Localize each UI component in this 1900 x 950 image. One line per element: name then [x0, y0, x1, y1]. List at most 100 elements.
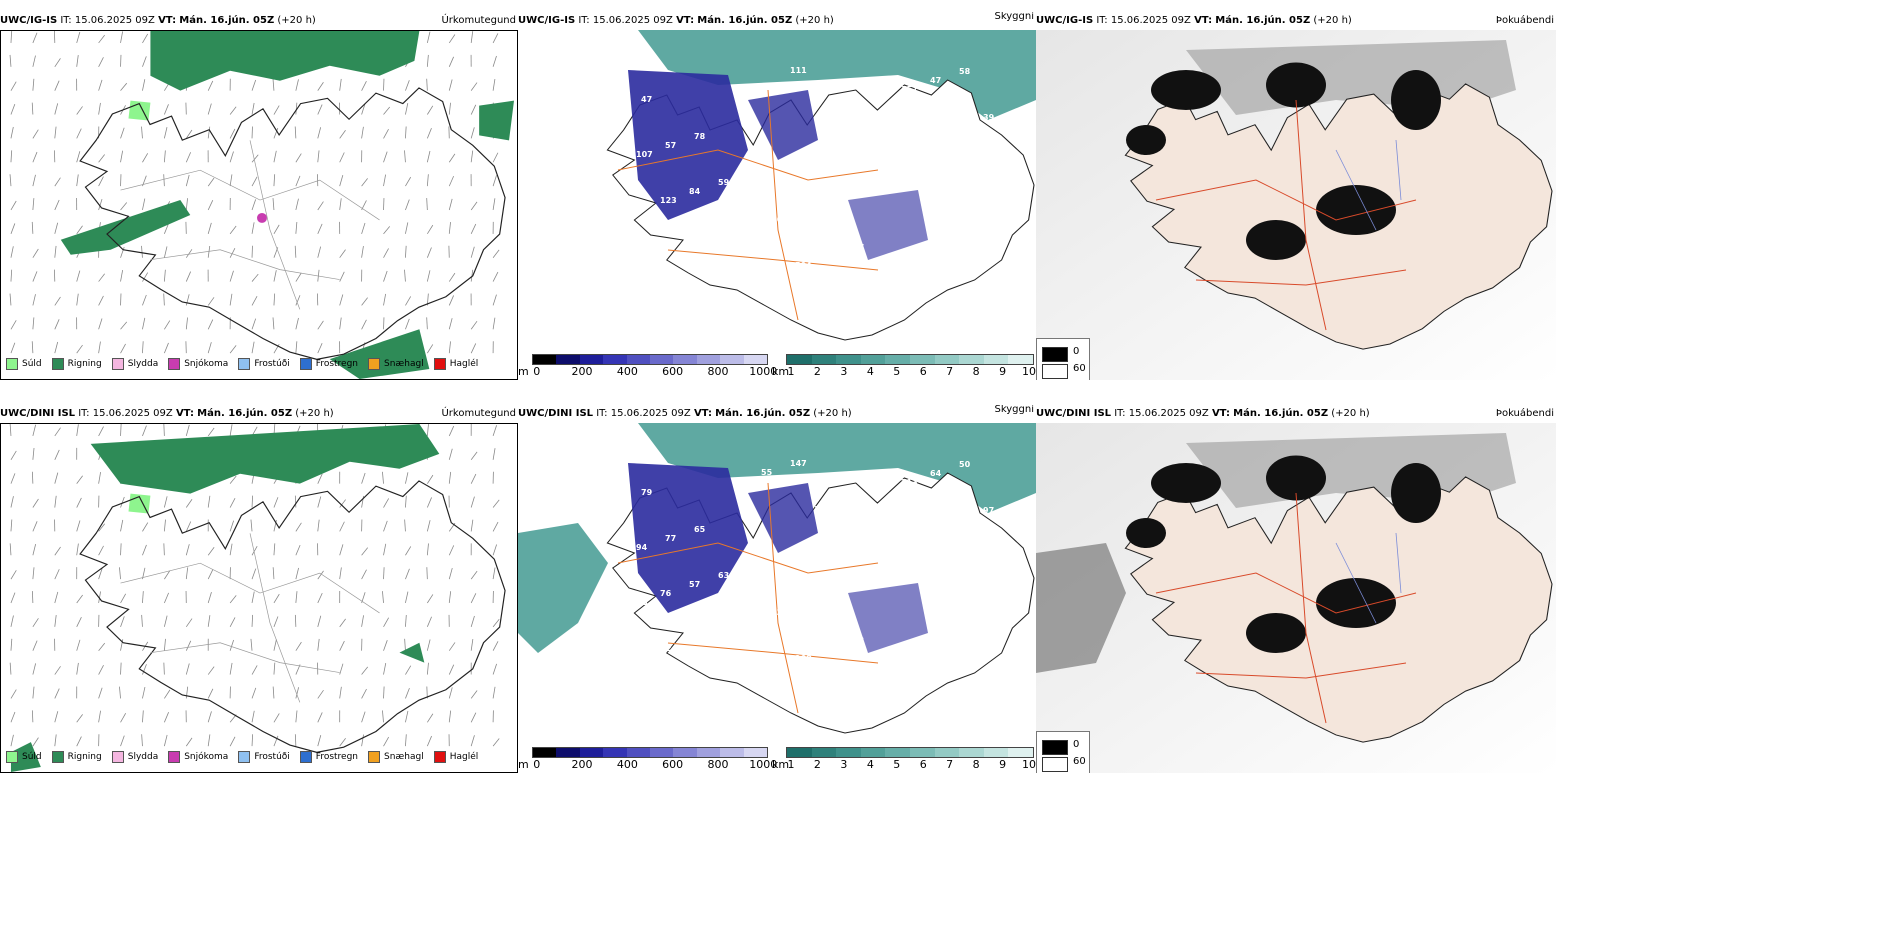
- wind-barb: [383, 226, 391, 235]
- wind-barb: [470, 269, 474, 282]
- wind-barb: [76, 344, 83, 354]
- wind-barb: [120, 543, 122, 556]
- fog-area: [1246, 220, 1306, 260]
- wind-barb: [383, 151, 388, 163]
- wind-barb: [98, 687, 103, 699]
- wind-barb: [98, 710, 101, 723]
- wind-barb: [317, 615, 322, 627]
- wind-barb: [317, 320, 324, 330]
- wind-barb: [207, 319, 214, 330]
- wind-barb: [185, 499, 193, 508]
- fog-map[interactable]: [1036, 423, 1556, 773]
- wind-barb: [142, 198, 146, 211]
- wind-barb: [32, 543, 37, 556]
- wind-barb: [120, 616, 125, 627]
- wind-barb: [76, 225, 83, 235]
- wind-barb: [251, 545, 258, 556]
- wind-barb: [250, 638, 253, 651]
- fog-legend-swatch: [1042, 347, 1068, 362]
- wind-barb: [295, 710, 298, 723]
- product-type: Skyggni: [994, 12, 1034, 22]
- wind-barb: [31, 341, 34, 354]
- cloud-map[interactable]: 66 47 78 65 46 47 47 58 114 57 59 46 86 113 47 39 107 84 8…: [518, 30, 1036, 354]
- wind-barb: [207, 177, 215, 187]
- legend-item: Snjókoma: [168, 358, 228, 370]
- precip-map[interactable]: [0, 423, 518, 773]
- wind-barb: [470, 690, 478, 699]
- wind-barb: [164, 570, 171, 580]
- wind-barb: [54, 177, 61, 187]
- wind-barb: [492, 544, 497, 556]
- product-type: Úrkomutegund: [441, 15, 516, 26]
- colorbar-bin: [983, 748, 1009, 757]
- wind-barb: [10, 320, 17, 330]
- init-time: IT: 15.06.2025 09Z: [596, 408, 691, 419]
- cloud-base-label: 47: [641, 95, 652, 104]
- wind-barb: [295, 317, 299, 330]
- wind-barb: [54, 666, 61, 675]
- colorbar-bin: [743, 748, 768, 757]
- wind-barb: [185, 129, 193, 139]
- wind-barb: [339, 544, 344, 556]
- wind-barb: [207, 711, 212, 723]
- wind-barb: [339, 499, 346, 508]
- legend-item: Rigning: [51, 358, 102, 370]
- wind-barb: [339, 640, 345, 651]
- wind-barb: [141, 614, 143, 627]
- fog-legend-label: 0: [1073, 346, 1080, 357]
- wind-barb: [98, 34, 105, 44]
- wind-barb: [470, 638, 474, 651]
- wind-barb: [54, 734, 57, 747]
- wind-barb: [273, 735, 279, 747]
- wind-barb: [119, 686, 121, 699]
- colorbar-tick: 10: [1022, 758, 1036, 771]
- wind-barb: [361, 688, 367, 699]
- wind-barb: [229, 225, 237, 235]
- wind-barb: [251, 273, 259, 282]
- precip-map[interactable]: [0, 30, 518, 380]
- coastline: [79, 87, 506, 360]
- wind-barb: [426, 543, 429, 556]
- wind-barb: [32, 55, 36, 67]
- wind-barb: [427, 713, 434, 723]
- wind-barb: [361, 80, 367, 91]
- wind-barb: [448, 425, 455, 437]
- cloud-base-label: 116: [742, 617, 759, 626]
- colorbar-bin: [650, 748, 674, 757]
- ceiling-colorbar: m 0 200 400 600 800 1000: [518, 747, 777, 773]
- cloud-base-label: 84: [689, 187, 701, 196]
- fog-map[interactable]: [1036, 30, 1556, 380]
- legend-item: Slydda: [111, 358, 158, 370]
- legend-swatch: [168, 751, 181, 763]
- roads: [1155, 492, 1417, 724]
- wind-barb: [229, 424, 233, 436]
- legend-swatch: [111, 751, 124, 763]
- cloud-base-label: 652: [655, 644, 672, 653]
- cloud-base-label: 57: [665, 141, 676, 150]
- cloud-base-label: 81: [713, 626, 725, 635]
- wind-barb: [470, 223, 477, 235]
- wind-barb: [383, 498, 390, 508]
- rivers: [1335, 139, 1402, 231]
- cloud-ceiling-panel-1: UWC/IG-IS IT: 15.06.2025 09Z VT: Mán. 16…: [518, 12, 1036, 380]
- cloud-base-label: 157: [901, 85, 918, 94]
- model-name: UWC/DINI ISL: [0, 408, 76, 419]
- wind-barb: [76, 497, 82, 508]
- colorbar-bin: [836, 748, 861, 757]
- cloud-map[interactable]: 81 79 65 47 178 53 50 50 56 77 63 52 58 61 64 97 94 57 116…: [518, 423, 1036, 747]
- fog-area: [1266, 455, 1326, 501]
- wind-barb: [142, 544, 147, 556]
- legend-swatch: [111, 358, 124, 370]
- wind-barb: [207, 80, 214, 91]
- wind-barb: [251, 495, 254, 508]
- wind-barb: [54, 296, 61, 306]
- fog-legend-label: 60: [1073, 363, 1086, 374]
- wind-barb: [470, 82, 478, 91]
- fog-area: [1036, 543, 1126, 673]
- wind-barb: [382, 471, 384, 484]
- wind-barb: [251, 102, 255, 115]
- colorbar-strip: [532, 354, 768, 365]
- wind-barb: [185, 618, 193, 628]
- wind-barb: [339, 686, 342, 699]
- legend-swatch: [299, 751, 312, 763]
